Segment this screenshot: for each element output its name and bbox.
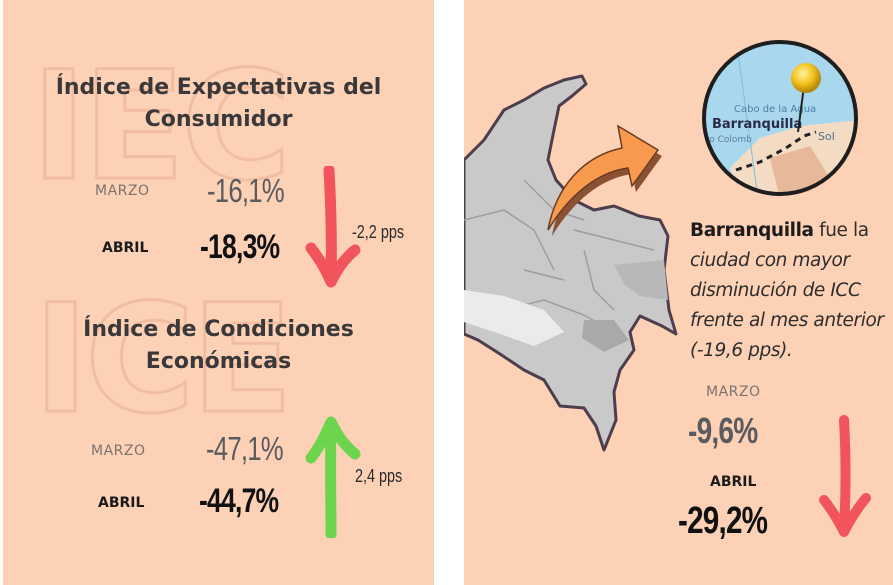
svg-text:Barranquilla: Barranquilla [712, 117, 802, 132]
ice-abril-value: -44,7% [199, 482, 279, 520]
down-arrow-icon [305, 166, 361, 288]
barranquilla-description: Barranquilla fue la ciudad con mayor dis… [690, 216, 893, 366]
svg-text:Sol: Sol [818, 130, 835, 143]
iec-watermark: IEC [29, 40, 292, 214]
colombia-map-image [464, 74, 678, 452]
orange-curved-arrow-icon [547, 124, 662, 236]
ice-marzo-value: -47,1% [206, 430, 284, 467]
consumer-indices-panel: IEC Índice de Expectativas del Consumido… [3, 0, 434, 585]
story-text-plain: fue la [813, 220, 869, 241]
barranquilla-panel: Cabo de la Agua Barranquilla Sol rto Col… [464, 0, 893, 585]
iec-marzo-value: -16,1% [207, 172, 285, 209]
ice-marzo-label: MARZO [91, 443, 146, 459]
barranquilla-pin-map-image: Cabo de la Agua Barranquilla Sol rto Col… [702, 40, 858, 196]
iec-abril-label: ABRIL [102, 240, 149, 256]
iec-abril-value: -18,3% [200, 228, 280, 266]
ice-watermark: ICE [31, 273, 294, 447]
city-name: Barranquilla [690, 220, 814, 241]
bq-abril-label: ABRIL [710, 474, 757, 490]
iec-title: Índice de Expectativas del Consumidor [3, 72, 434, 136]
down-arrow-icon [819, 415, 871, 537]
bq-marzo-value: -9,6% [688, 410, 758, 451]
ice-abril-label: ABRIL [98, 495, 145, 511]
svg-text:Cabo de la Agua: Cabo de la Agua [734, 104, 816, 115]
ice-title: Índice de Condiciones Económicas [3, 314, 434, 378]
bq-marzo-label: MARZO [706, 384, 761, 400]
svg-text:rto Colomb: rto Colomb [702, 135, 752, 145]
iec-title-line1: Índice de Expectativas del [55, 75, 382, 100]
bq-abril-value: -29,2% [678, 500, 768, 542]
ice-title-line2: Económicas [145, 349, 292, 374]
story-text-italic: ciudad con mayor disminución de ICC fren… [690, 250, 884, 361]
iec-title-line2: Consumidor [144, 107, 293, 132]
ice-change: 2,4 pps [355, 466, 403, 486]
ice-title-line1: Índice de Condiciones [83, 317, 354, 342]
iec-change: -2,2 pps [352, 222, 405, 242]
up-arrow-icon [305, 416, 361, 538]
iec-marzo-label: MARZO [95, 183, 150, 199]
